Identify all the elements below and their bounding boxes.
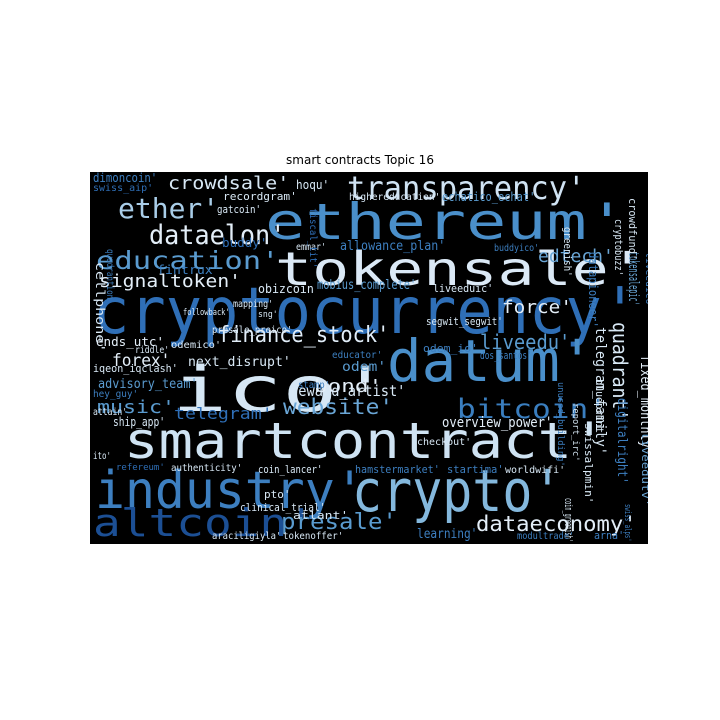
cloud-word: industry' — [95, 461, 365, 521]
cloud-word: authenticity' — [171, 463, 243, 474]
cloud-word: mobius_complete' — [317, 278, 417, 293]
cloud-word: bitcoin' — [457, 394, 608, 425]
cloud-word: smartcontract' — [124, 412, 607, 470]
word-cloud-panel: cryptocurrency' smartcontract' ethereum' da… — [90, 172, 648, 544]
cloud-word: edtech' — [538, 246, 614, 267]
cloud-word: liveeduic' — [433, 282, 494, 295]
cloud-word: datapioneer' — [586, 252, 600, 328]
cloud-word: digitalright' — [614, 398, 629, 484]
cloud-word: datum' — [387, 327, 595, 395]
cloud-word: liveedutv' — [639, 432, 648, 507]
cloud-word: dos_santos' — [480, 349, 532, 362]
cloud-word: buddyico' — [494, 243, 540, 254]
cloud-word: dataelon' — [149, 220, 286, 251]
cloud-word: blueprint' — [593, 379, 606, 440]
cloud-word: overview_power' — [442, 415, 553, 431]
cloud-word: fintrux' — [157, 263, 221, 277]
cloud-word: refereum' — [116, 463, 165, 473]
cloud-word: echatico_echat' — [442, 190, 536, 204]
cloud-word: telegram' — [174, 404, 273, 423]
cloud-word: fiscal_tit' — [307, 208, 318, 269]
cloud-word: recordgram' — [223, 190, 297, 203]
cloud-word: quadrantion — [104, 249, 115, 300]
cloud-word: riddle' — [135, 345, 170, 356]
cloud-word: emmar' — [296, 242, 327, 253]
cloud-word: iqeon_iqclash' — [93, 362, 178, 375]
cloud-word: odem' — [342, 360, 387, 375]
cloud-word: tokenoffer' — [283, 531, 344, 542]
cloud-word: learning' — [417, 527, 478, 542]
cloud-word: arna' — [594, 529, 625, 542]
cloud-word: clinical_trial' — [240, 501, 326, 514]
cloud-word: signaltoken' — [99, 271, 242, 292]
cloud-word: ship_app' — [113, 415, 166, 429]
cloud-word: odem_io' — [423, 342, 478, 355]
cloud-word: swiss_aip' — [93, 183, 154, 194]
cloud-word: ito' — [93, 451, 112, 462]
cloud-word: liveedico' — [643, 252, 648, 311]
cloud-word: worldwifi' — [505, 465, 566, 476]
cloud-word: stamp' — [298, 380, 331, 391]
cloud-word: forex' — [112, 351, 171, 371]
cloud-word: presale' — [281, 510, 397, 535]
cloud-word: tokensale' — [275, 242, 646, 296]
cloud-word: hey_guy' — [93, 389, 139, 400]
cloud-word: araciligiyla' — [212, 531, 282, 542]
cloud-word: highereducation' — [349, 192, 441, 203]
cloud-word: greenish' — [561, 227, 574, 277]
cloud-word: ethereum' — [265, 193, 627, 251]
cloud-word: transparency' — [347, 172, 586, 207]
cloud-word: checkout' — [417, 437, 472, 448]
cloud-word: hamstermarket' — [355, 463, 440, 476]
cloud-word: crypto' — [352, 457, 563, 525]
cloud-word: ico' — [172, 353, 393, 426]
cloud-word: hoqu' — [296, 178, 330, 192]
cloud-word: ether' — [118, 192, 220, 225]
cloud-word: reward_artist' — [290, 382, 406, 400]
cloud-word: coin_lancer' — [258, 463, 323, 476]
cloud-word: website' — [283, 395, 394, 419]
cloud-word: liveedu' — [480, 330, 571, 354]
cloud-word: startima' — [447, 463, 504, 476]
cloud-word: mapping' — [233, 299, 274, 310]
cloud-word: next_disrupt' — [188, 355, 291, 370]
cloud-word: atlant' — [293, 509, 349, 522]
cloud-word: unused_building' — [555, 382, 565, 467]
cloud-word: dataeconomy' — [476, 512, 637, 536]
cloud-word: educator' — [332, 350, 383, 361]
cloud-word: allowance_plan' — [340, 239, 446, 254]
cloud-word: buddy' — [222, 236, 268, 250]
cloud-word: report_irc' — [570, 403, 580, 462]
cloud-word: crowdsale' — [168, 173, 290, 194]
cloud-word: sng' — [258, 310, 278, 320]
cloud-word: modultrade' — [517, 531, 575, 542]
cloud-word: obizcoin — [258, 282, 314, 296]
cloud-word: attain' — [93, 407, 128, 418]
cloud-word: followback' — [183, 308, 230, 318]
cloud-word: altcoin' — [93, 501, 316, 544]
cloud-word: pto' — [264, 488, 291, 501]
cloud-word: segwit_segwit' — [426, 315, 503, 328]
cloud-word: bond' — [314, 376, 383, 397]
cloud-word: cryptobuzz' — [612, 219, 625, 276]
figure-title: smart contracts Topic 16 — [286, 153, 434, 167]
cloud-word: ends_utc' — [96, 335, 165, 349]
cloud-word: force' — [502, 297, 573, 318]
cloud-word: presale_preico' — [212, 325, 293, 336]
cloud-word: cryptocurrency' — [93, 275, 639, 349]
cloud-word: gatcoin' — [217, 203, 261, 216]
cloud-word: education' — [96, 246, 280, 275]
cloud-word: crowdfund' — [626, 198, 639, 261]
cloud-word: finance_stock' — [218, 323, 390, 348]
cloud-word: advisory_team' — [98, 377, 198, 392]
cloud-word: music' — [97, 397, 176, 418]
cloud-word: dimoncoin' — [93, 172, 158, 185]
cloud-word: odemico' — [171, 340, 222, 351]
